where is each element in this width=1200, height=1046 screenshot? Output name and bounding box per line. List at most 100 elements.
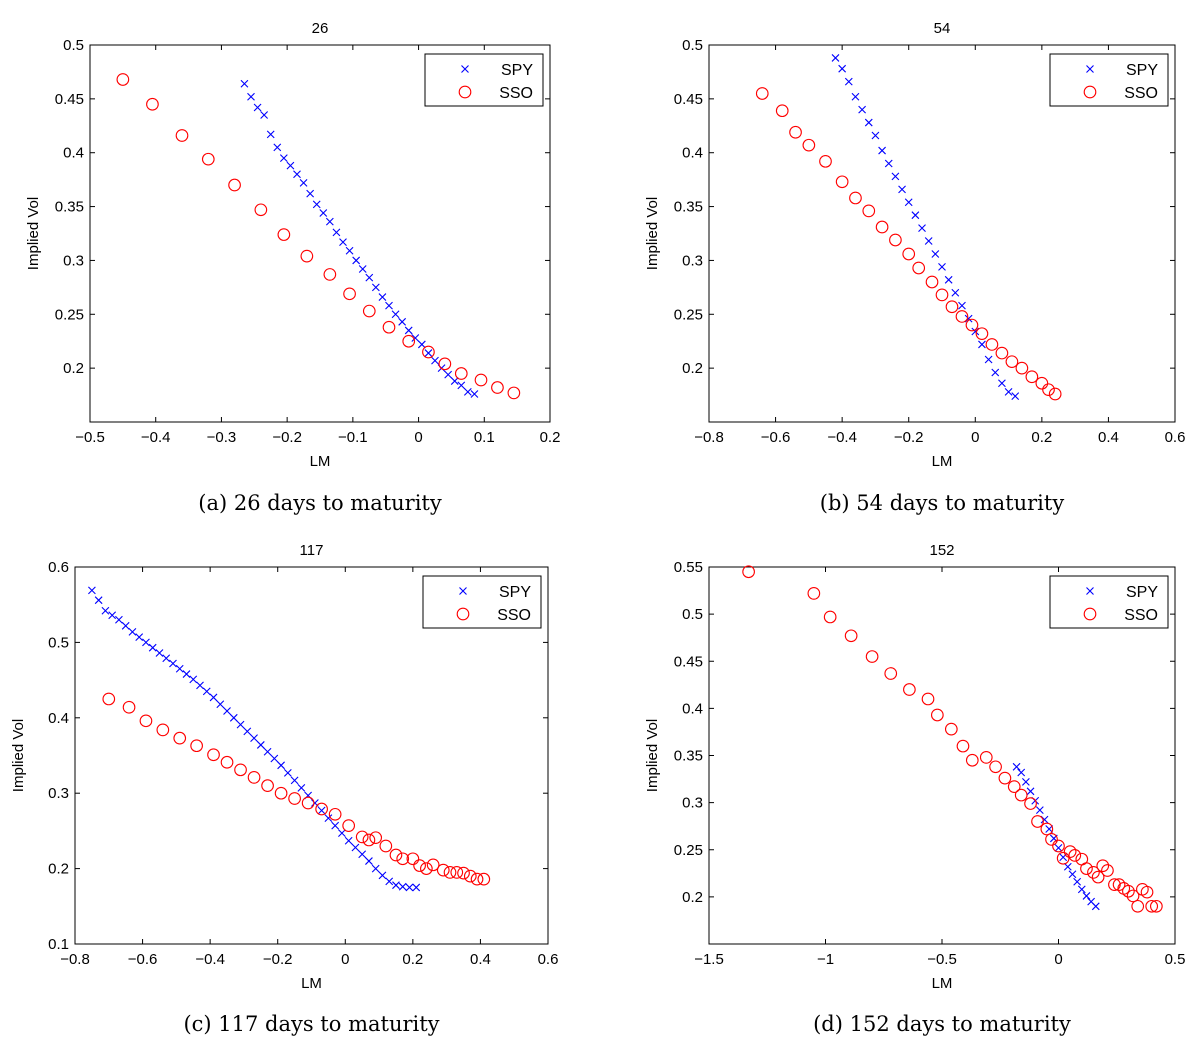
- legend-label-spy: SPY: [499, 584, 531, 601]
- data-point-spy: [175, 664, 184, 673]
- data-point-sso: [979, 751, 993, 764]
- data-point-spy: [209, 693, 218, 702]
- data-point-spy: [998, 379, 1006, 388]
- data-point-sso: [454, 367, 468, 380]
- data-point-spy: [365, 857, 373, 865]
- data-point-sso: [323, 268, 337, 281]
- data-point-spy: [851, 92, 860, 101]
- data-point-sso: [355, 830, 369, 844]
- data-point-spy: [169, 659, 177, 668]
- y-tick-label: 0.5: [63, 37, 84, 54]
- data-point-spy: [319, 209, 328, 217]
- data-point-sso: [802, 138, 816, 152]
- data-point-spy: [115, 615, 123, 624]
- legend-marker-sso: [1083, 85, 1097, 99]
- data-point-spy: [405, 883, 414, 892]
- data-point-spy: [844, 77, 853, 86]
- data-point-spy: [904, 198, 913, 207]
- series-sso: [755, 87, 1062, 401]
- data-point-sso: [807, 587, 821, 600]
- data-point-spy: [1091, 902, 1100, 911]
- legend-box: [424, 53, 544, 107]
- data-point-sso: [507, 386, 521, 400]
- x-axis-label: LM: [932, 453, 953, 470]
- data-point-sso: [849, 191, 862, 205]
- legend: SPY SSO: [1049, 575, 1169, 629]
- data-point-spy: [424, 349, 433, 357]
- y-tick-label: 0.4: [63, 145, 84, 162]
- y-tick-label: 0.3: [682, 795, 703, 812]
- legend: SPY SSO: [422, 575, 542, 629]
- data-point-sso: [122, 700, 136, 714]
- legend-label-sso: SSO: [1124, 607, 1158, 624]
- data-point-sso: [274, 786, 288, 800]
- data-point-spy: [378, 871, 387, 880]
- y-axis-label: Implied Vol: [644, 197, 661, 270]
- data-point-sso: [288, 792, 301, 805]
- data-point-sso: [301, 796, 315, 810]
- data-point-sso: [903, 683, 916, 696]
- y-tick-label: 0.45: [55, 91, 84, 108]
- y-tick-label: 0.2: [682, 360, 703, 377]
- data-point-sso: [865, 650, 879, 663]
- legend-label-spy: SPY: [501, 62, 533, 79]
- data-point-sso: [956, 739, 970, 753]
- data-point-spy: [345, 246, 354, 255]
- data-point-spy: [236, 720, 245, 729]
- data-point-sso: [173, 731, 187, 745]
- x-tick-label: 0.1: [474, 429, 495, 446]
- legend-label-sso: SSO: [499, 85, 533, 102]
- data-point-spy: [1012, 762, 1021, 771]
- legend-marker-spy: [1086, 65, 1094, 73]
- data-point-spy: [1026, 787, 1035, 796]
- data-point-spy: [1011, 392, 1020, 401]
- data-point-sso: [955, 310, 969, 323]
- x-tick-label: −0.4: [195, 951, 225, 968]
- data-point-spy: [94, 596, 103, 605]
- legend-label-sso: SSO: [1124, 85, 1158, 102]
- data-point-spy: [253, 103, 262, 112]
- data-point-sso: [1091, 870, 1105, 884]
- data-point-sso: [965, 318, 979, 332]
- data-point-sso: [420, 862, 433, 875]
- data-point-spy: [182, 670, 191, 678]
- data-point-sso: [1126, 889, 1140, 903]
- x-tick-label: 0.6: [1165, 429, 1186, 446]
- x-tick-label: −0.2: [263, 951, 293, 968]
- data-point-spy: [1045, 825, 1054, 833]
- data-point-spy: [978, 340, 986, 349]
- data-point-sso: [1145, 899, 1159, 913]
- data-point-spy: [1004, 387, 1013, 396]
- figure-caption: (c) 117 days to maturity: [183, 1012, 439, 1036]
- x-tick-label: 0.6: [538, 951, 559, 968]
- data-point-spy: [918, 224, 926, 233]
- data-point-sso: [277, 228, 291, 241]
- data-point-sso: [228, 178, 241, 192]
- data-point-spy: [944, 275, 953, 284]
- data-point-sso: [477, 872, 491, 886]
- data-point-sso: [175, 129, 189, 142]
- data-point-spy: [911, 211, 920, 220]
- data-point-spy: [135, 633, 144, 642]
- data-point-spy: [286, 161, 295, 170]
- x-tick-label: −0.8: [60, 951, 90, 968]
- data-point-spy: [991, 368, 1000, 377]
- data-point-sso: [819, 154, 832, 168]
- plot-frame: [74, 566, 549, 945]
- x-tick-label: 0: [341, 951, 349, 968]
- data-point-spy: [293, 170, 301, 179]
- data-point-sso: [1025, 370, 1039, 384]
- data-point-sso: [328, 807, 342, 821]
- data-point-sso: [1080, 862, 1093, 875]
- y-tick-label: 0.4: [48, 710, 69, 727]
- data-point-spy: [283, 768, 292, 777]
- data-point-sso: [965, 753, 979, 767]
- data-point-sso: [1040, 822, 1054, 836]
- x-tick-label: −0.1: [338, 429, 368, 446]
- data-point-sso: [912, 261, 926, 275]
- data-point-spy: [162, 654, 171, 663]
- x-tick-label: −0.6: [128, 951, 158, 968]
- legend-label-sso: SSO: [497, 607, 531, 624]
- data-point-spy: [155, 649, 164, 657]
- data-point-spy: [277, 761, 285, 770]
